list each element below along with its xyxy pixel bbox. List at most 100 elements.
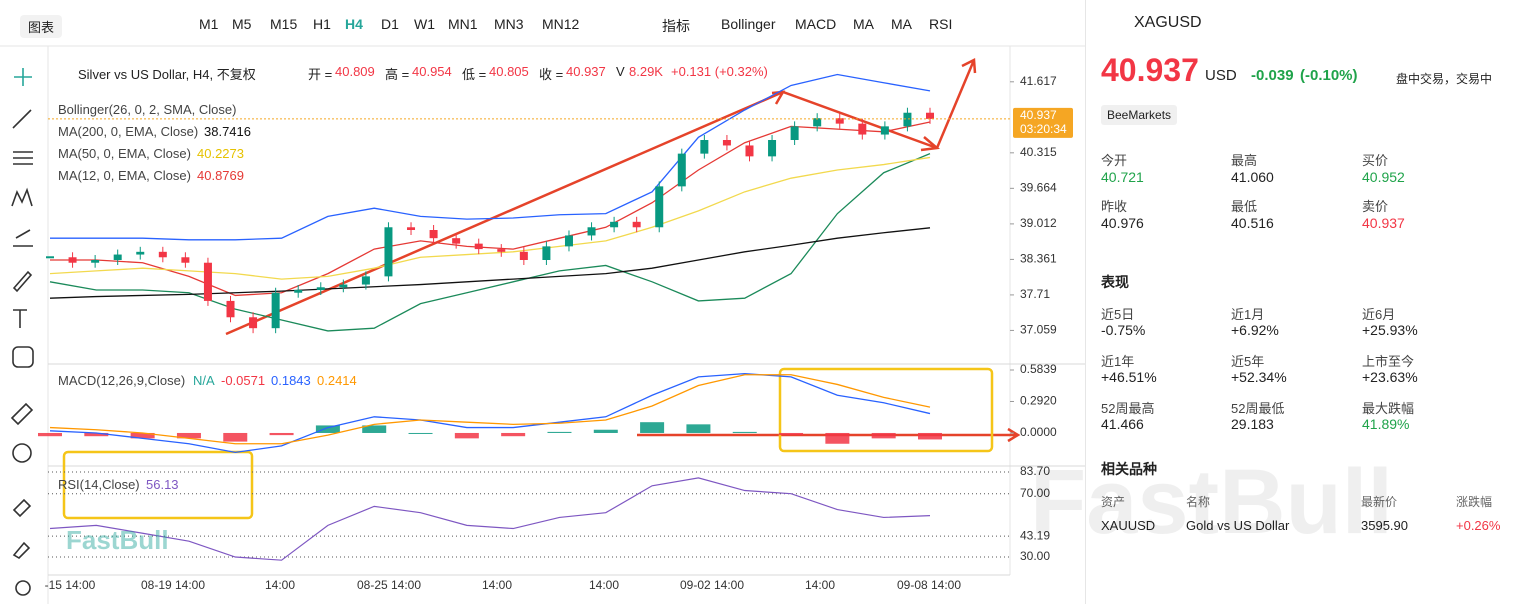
y-tick-label: 0.0000 [1020,425,1057,439]
candle [587,227,596,236]
quote-value: 40.952 [1362,169,1405,185]
table-header: 资产 [1101,495,1126,509]
ohlc-value: 40.805 [489,64,529,79]
table-cell[interactable]: Gold vs US Dollar [1186,518,1290,533]
timeframe-button[interactable]: H1 [313,16,331,32]
pattern-tool[interactable] [11,187,33,207]
emoji-tool[interactable] [12,346,34,368]
candle [474,243,483,250]
timeframe-button[interactable]: W1 [414,16,435,32]
candle [813,118,822,127]
timeframe-button[interactable]: M5 [232,16,252,32]
fib-tool[interactable] [13,151,33,165]
ohlc-label: 开 = [308,67,333,82]
indicators-button[interactable]: 指标 [662,18,690,34]
y-tick-label: 83.70 [1020,464,1050,478]
indicator-button[interactable]: MA [853,16,874,32]
timeframe-button[interactable]: MN3 [494,16,524,32]
candle [316,287,325,290]
market-status: 盘中交易，交易中 [1396,72,1493,86]
table-cell[interactable]: 3595.90 [1361,518,1408,533]
candle [903,112,912,127]
y-tick-label: 0.5839 [1020,362,1057,376]
timeframe-button[interactable]: M15 [270,16,298,32]
timeframe-button[interactable]: MN12 [542,16,580,32]
side-panel: XAGUSD 40.937 USD -0.039 (-0.10%) 盘中交易，交易中 Bee… [1085,0,1515,604]
macd-histogram-bar [408,432,433,434]
performance-label: 近6月 [1362,307,1396,322]
performance-label: 52周最高 [1101,401,1155,416]
symbol-title: Silver vs US Dollar, H4, 不复权 [78,67,256,82]
brush-tool[interactable] [12,270,33,293]
candle [835,118,844,124]
candle [452,238,461,244]
macd-histogram-bar [732,431,757,433]
indicator-line [49,227,931,299]
change-value: +0.131 (+0.32%) [671,64,768,79]
ohlc-value: 40.954 [412,64,452,79]
ohlc-label: 高 = [385,67,410,82]
projection-tool[interactable] [13,229,33,247]
indicator-button[interactable]: RSI [929,16,953,32]
y-tick-label: 38.361 [1020,252,1057,266]
text-tool[interactable] [13,309,27,328]
magnet-tool[interactable] [12,498,32,518]
performance-value: +25.93% [1362,322,1418,338]
candle [294,290,303,293]
x-tick-label: 09-08 14:00 [897,578,961,592]
performance-value: +46.51% [1101,369,1157,385]
x-tick-label: 08-25 14:00 [357,578,421,592]
candle [722,140,731,146]
performance-value: 29.183 [1231,416,1274,432]
timeframe-button[interactable]: M1 [199,16,219,32]
quote-value: 40.516 [1231,215,1274,231]
left-tools [10,68,34,596]
rsi-label: RSI(14,Close) [58,477,140,492]
ohlc-label: 收 = [539,67,564,82]
macd-histogram-bar [918,432,942,440]
performance-label: 52周最低 [1231,401,1285,416]
indicator-button[interactable]: MA [891,16,912,32]
candle [542,246,551,260]
candle [91,260,100,263]
x-tick-label: 14:00 [265,578,295,592]
performance-value: +52.34% [1231,369,1287,385]
performance-value: 41.89% [1362,416,1410,432]
timeframe-button[interactable]: MN1 [448,16,478,32]
ruler-tool[interactable] [10,402,34,426]
candle [429,230,438,239]
macd-readout: 0.2414 [317,373,357,388]
indicator-name: MA(200, 0, EMA, Close) [58,124,199,139]
chart-menu[interactable]: 图表 [20,15,63,38]
x-tick-label: 14:00 [805,578,835,592]
watermark-large: FastBull [1030,451,1393,553]
watermark: FastBull [66,525,169,555]
timeframe-button[interactable]: D1 [381,16,399,32]
performance-label: 近5年 [1231,354,1265,369]
currency: USD [1205,67,1237,84]
symbol: XAGUSD [1134,14,1202,31]
table-header: 最新价 [1361,495,1398,509]
trendline-tool[interactable] [12,109,32,129]
crosshair-tool[interactable] [14,68,32,86]
quote-label: 最低 [1231,199,1258,214]
macd-histogram-bar [130,432,155,439]
change: -0.039 [1251,67,1294,84]
table-cell[interactable]: +0.26% [1456,518,1501,533]
timeframe-button[interactable]: H4 [345,16,363,32]
lock-tool[interactable] [12,541,31,560]
candle [564,235,573,247]
zoom-tool[interactable] [12,443,32,463]
macd-histogram-bar [176,432,201,439]
indicator-button[interactable]: Bollinger [721,16,776,32]
indicator-value: 40.8769 [197,168,244,183]
macd-histogram-bar [315,425,340,433]
indicator-name: MA(50, 0, EMA, Close) [58,146,191,161]
ohlc-label: 低 = [462,67,487,82]
arrow-head [771,90,786,105]
indicator-button[interactable]: MACD [795,16,837,32]
trash-tool[interactable] [15,580,31,596]
y-tick-label: 30.00 [1020,549,1050,563]
table-cell[interactable]: XAUUSD [1101,518,1156,533]
